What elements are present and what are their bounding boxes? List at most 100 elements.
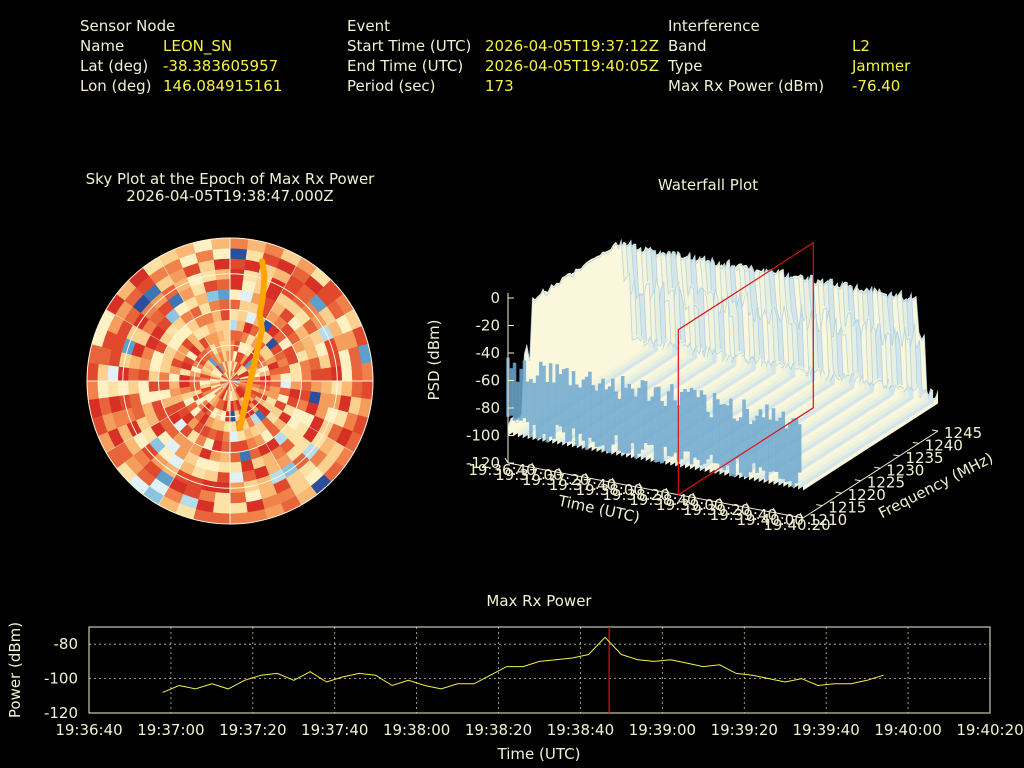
sky-cell — [229, 492, 247, 504]
sky-cell — [290, 371, 302, 382]
sky-plot-subtitle: 2026-04-05T19:38:47.000Z — [126, 187, 333, 205]
sky-cell — [229, 288, 243, 301]
power-x-tick-label: 19:36:40 — [55, 721, 122, 739]
sky-cell — [127, 380, 140, 395]
time-axis-line — [507, 462, 804, 519]
time-tick-label: 19:37:00 — [495, 466, 562, 484]
power-plot-frame — [88, 626, 991, 714]
sky-cell — [147, 380, 160, 393]
sky-cell — [320, 367, 333, 382]
sky-cell — [217, 461, 231, 474]
sky-cell — [229, 247, 248, 260]
event-end-value: 2026-04-05T19:40:05Z — [485, 57, 659, 75]
sky-cell — [300, 369, 313, 382]
epoch-plane — [677, 241, 814, 496]
azimuth-spoke — [158, 411, 213, 506]
sky-cell — [147, 369, 160, 382]
freq-tick-label: 1210 — [809, 511, 847, 529]
power-grid — [89, 627, 990, 713]
freq-tick-label: 1245 — [944, 424, 982, 442]
waterfall-zlabel: PSD (dBm) — [425, 319, 443, 400]
freq-tick-label: 1230 — [886, 461, 924, 479]
power-x-tick-label: 19:37:00 — [137, 721, 204, 739]
psd-tick-label: 0 — [490, 289, 500, 307]
sky-cell — [137, 380, 150, 394]
azimuth-spoke — [247, 411, 302, 506]
sky-cell — [178, 380, 190, 389]
sky-cell — [351, 380, 364, 399]
freq-tick — [796, 516, 804, 519]
sky-cell — [320, 380, 333, 395]
sky-cell — [361, 380, 374, 401]
power-x-tick-label: 19:39:40 — [792, 721, 859, 739]
event-period-value: 173 — [485, 77, 514, 95]
sky-cell — [229, 461, 243, 474]
sky-cell — [86, 361, 99, 382]
sensor-node-title: Sensor Node — [80, 17, 176, 35]
power-ticks: 19:36:40 19:37:00 19:37:20 19:37:40 19:38:00… — [44, 635, 1024, 739]
freq-tick-label: 1220 — [848, 486, 886, 504]
sky-cell — [86, 380, 99, 401]
freq-axis-line — [802, 430, 939, 519]
waterfall-surface — [506, 238, 939, 491]
sky-cell — [300, 380, 313, 393]
sky-cell — [210, 237, 231, 250]
interference-type-value: Jammer — [852, 57, 911, 75]
sky-cell — [213, 258, 231, 270]
power-y-tick-label: -120 — [44, 704, 78, 722]
event-period-label: Period (sec) — [347, 77, 436, 95]
freq-tick — [874, 466, 881, 469]
time-tick — [665, 487, 670, 494]
sky-cell — [229, 258, 247, 270]
time-tick — [611, 477, 616, 484]
sky-cell — [341, 364, 353, 382]
psd-tick-label: -120 — [466, 454, 500, 472]
sky-cell — [310, 368, 323, 382]
power-xlabel: Time (UTC) — [497, 745, 581, 763]
power-x-tick-label: 19:39:20 — [711, 721, 778, 739]
interference-power-value: -76.40 — [852, 77, 901, 95]
interference-panel: Interference Band L2 Type Jammer Max Rx … — [668, 16, 910, 96]
sky-cell — [280, 372, 292, 382]
time-tick — [585, 472, 589, 479]
freq-tick — [912, 441, 919, 444]
freq-tick — [835, 491, 842, 494]
sky-cell — [212, 247, 231, 260]
time-tick-label: 19:39:00 — [656, 496, 723, 514]
power-x-tick-label: 19:40:00 — [874, 721, 941, 739]
time-tick — [692, 492, 697, 499]
waterfall-title: Waterfall Plot — [658, 176, 758, 194]
freq-tick — [816, 504, 823, 507]
sky-cell — [229, 298, 242, 311]
sky-plot: Sky Plot at the Epoch of Max Rx Power 20… — [86, 170, 375, 525]
power-y-tick-label: -80 — [54, 635, 79, 653]
sky-cell — [217, 288, 231, 301]
sky-cell — [213, 492, 231, 504]
waterfall-slice-edge — [507, 240, 644, 428]
sky-cell — [341, 380, 353, 398]
sensor-lat-value: -38.383605957 — [163, 57, 279, 75]
power-x-tick-label: 19:38:40 — [547, 721, 614, 739]
event-title: Event — [347, 17, 390, 35]
power-x-tick-label: 19:37:40 — [301, 721, 368, 739]
time-tick — [799, 512, 804, 519]
freq-tick-label: 1215 — [828, 499, 866, 517]
sky-cell — [212, 502, 231, 515]
interference-band-label: Band — [668, 37, 707, 55]
power-x-tick-label: 19:37:20 — [219, 721, 286, 739]
power-x-tick-label: 19:39:00 — [629, 721, 696, 739]
time-tick-label: 19:37:20 — [522, 471, 589, 489]
sky-cell — [158, 380, 170, 391]
power-x-tick-label: 19:38:00 — [383, 721, 450, 739]
freq-tick-label: 1235 — [905, 449, 943, 467]
sky-cell — [229, 451, 242, 464]
freq-tick-label: 1225 — [867, 474, 905, 492]
waterfall-ticks: 19:36:4019:37:0019:37:2019:37:4019:38:00… — [468, 424, 982, 534]
time-tick-label: 19:38:20 — [602, 486, 669, 504]
freq-tick — [854, 479, 861, 482]
freq-tick — [893, 454, 900, 457]
sky-cell — [107, 380, 119, 398]
sensor-lon-label: Lon (deg) — [80, 77, 152, 95]
sky-cell — [270, 373, 282, 382]
azimuth-spoke — [105, 398, 200, 453]
